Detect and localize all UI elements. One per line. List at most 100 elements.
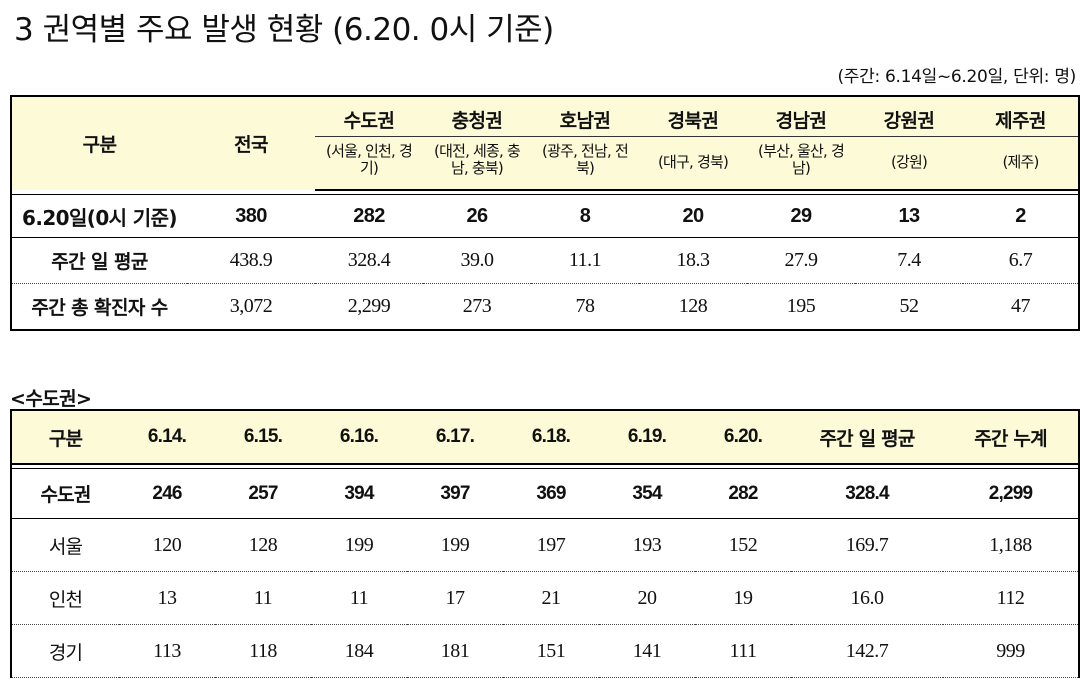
table-cell: 181 <box>407 624 503 678</box>
column-header: 6.20. <box>695 410 791 465</box>
table-cell: 380 <box>187 194 315 238</box>
table-row: 주간 총 확진자 수 3,072 2,299 273 78 128 195 52… <box>11 284 1079 330</box>
table-cell: 111 <box>695 624 791 678</box>
column-header: 6.15. <box>215 410 311 465</box>
table-cell: 47 <box>1011 294 1031 317</box>
table-cell: 11.1 <box>531 237 639 284</box>
column-header: 6.14. <box>119 410 215 465</box>
table-cell: 397 <box>407 468 503 519</box>
table-cell: 394 <box>311 468 407 519</box>
table-cell: 199 <box>311 518 407 572</box>
table-cell: 112 <box>943 571 1079 625</box>
table-cell: 16.0 <box>791 571 943 625</box>
row-label: 주간 총 확진자 수 <box>31 296 168 319</box>
header-region: 강원권 <box>855 96 963 136</box>
table-cell: 354 <box>599 468 695 519</box>
header-region-sub: (대전, 세종, 충남, 충북) <box>423 135 531 191</box>
table-cell: 13 <box>855 194 963 238</box>
column-header: 6.16. <box>311 410 407 465</box>
column-header: 주간 일 평균 <box>791 410 943 465</box>
table-cell: 113 <box>119 624 215 678</box>
period-unit-note: (주간: 6.14일~6.20일, 단위: 명) <box>837 67 1076 87</box>
column-header: 구분 <box>11 410 119 465</box>
row-label: 서울 <box>11 518 119 572</box>
table-cell: 195 <box>786 294 816 317</box>
row-label: 주간 일 평균 <box>11 237 187 284</box>
table-row: 수도권 246 257 394 397 369 354 282 328.4 2,… <box>11 468 1079 519</box>
table-cell: 257 <box>215 468 311 519</box>
table-cell: 6.7 <box>963 237 1079 284</box>
table-cell: 2,299 <box>943 468 1079 519</box>
column-header: 6.19. <box>599 410 695 465</box>
table-cell: 20 <box>599 571 695 625</box>
column-header: 6.17. <box>407 410 503 465</box>
table-cell: 29 <box>747 194 855 238</box>
page-title: 3 권역별 주요 발생 현황 (6.20. 0시 기준) <box>14 12 554 48</box>
table-cell: 8 <box>531 194 639 238</box>
table-cell: 142.7 <box>791 624 943 678</box>
table-cell: 169.7 <box>791 518 943 572</box>
header-region: 호남권 <box>531 96 639 136</box>
header-region-sub: (제주) <box>963 135 1079 191</box>
table-row: 주간 일 평균 438.9 328.4 39.0 11.1 18.3 27.9 … <box>11 237 1079 284</box>
row-label: 인천 <box>11 571 119 625</box>
section-label-capital: <수도권> <box>10 388 92 410</box>
row-label: 경기 <box>11 624 119 678</box>
header-region: 수도권 <box>315 96 423 136</box>
header-region: 충청권 <box>423 96 531 136</box>
table-row: 인천 13 11 11 17 21 20 19 16.0 112 <box>11 571 1079 625</box>
regional-summary-table: 구분 전국 수도권 충청권 호남권 경북권 경남권 강원권 제주권 (서울, 인… <box>10 95 1080 331</box>
table-cell: 2 <box>963 194 1079 238</box>
table-cell: 184 <box>311 624 407 678</box>
table-cell: 120 <box>119 518 215 572</box>
table-cell: 26 <box>423 194 531 238</box>
column-header: 주간 누계 <box>943 410 1079 465</box>
row-label: 6.20일(0시 기준) <box>11 194 187 238</box>
table-cell: 27.9 <box>747 237 855 284</box>
table-cell: 21 <box>503 571 599 625</box>
table-cell: 246 <box>119 468 215 519</box>
table-cell: 1,188 <box>943 518 1079 572</box>
header-category: 구분 <box>11 96 187 190</box>
header-region: 제주권 <box>963 96 1079 136</box>
table-cell: 78 <box>575 294 596 317</box>
table-cell: 197 <box>503 518 599 572</box>
table-cell: 11 <box>215 571 311 625</box>
capital-area-table: 구분 6.14. 6.15. 6.16. 6.17. 6.18. 6.19. 6… <box>10 409 1080 678</box>
header-region-sub: (대구, 경북) <box>639 135 747 191</box>
table-cell: 118 <box>215 624 311 678</box>
table-row: 서울 120 128 199 199 197 193 152 169.7 1,1… <box>11 518 1079 572</box>
table-cell: 18.3 <box>639 237 747 284</box>
table-cell: 282 <box>695 468 791 519</box>
table-cell: 11 <box>311 571 407 625</box>
table-cell: 999 <box>943 624 1079 678</box>
table-cell: 19 <box>695 571 791 625</box>
table-cell: 141 <box>599 624 695 678</box>
table-cell: 17 <box>407 571 503 625</box>
table-row: 경기 113 118 184 181 151 141 111 142.7 999 <box>11 624 1079 678</box>
table-cell: 52 <box>899 294 920 317</box>
header-national: 전국 <box>187 96 315 190</box>
table-cell: 369 <box>503 468 599 519</box>
header-region-sub: (강원) <box>855 135 963 191</box>
header-region-sub: (광주, 전남, 전북) <box>531 135 639 191</box>
table-cell: 199 <box>407 518 503 572</box>
table-cell: 152 <box>695 518 791 572</box>
column-header: 6.18. <box>503 410 599 465</box>
header-region: 경남권 <box>747 96 855 136</box>
table-cell: 20 <box>639 194 747 238</box>
table-cell: 328.4 <box>791 468 943 519</box>
header-region-sub: (부산, 울산, 경남) <box>747 135 855 191</box>
table-cell: 328.4 <box>315 237 423 284</box>
table-cell: 39.0 <box>423 237 531 284</box>
table-cell: 13 <box>119 571 215 625</box>
table-cell: 193 <box>599 518 695 572</box>
table-cell: 2,299 <box>347 294 391 317</box>
header-region: 경북권 <box>639 96 747 136</box>
row-label: 수도권 <box>11 468 119 519</box>
table-cell: 7.4 <box>855 237 963 284</box>
table-cell: 273 <box>462 294 492 317</box>
table-cell: 128 <box>678 294 708 317</box>
table-cell: 438.9 <box>187 237 315 284</box>
table-cell: 3,072 <box>229 294 273 317</box>
